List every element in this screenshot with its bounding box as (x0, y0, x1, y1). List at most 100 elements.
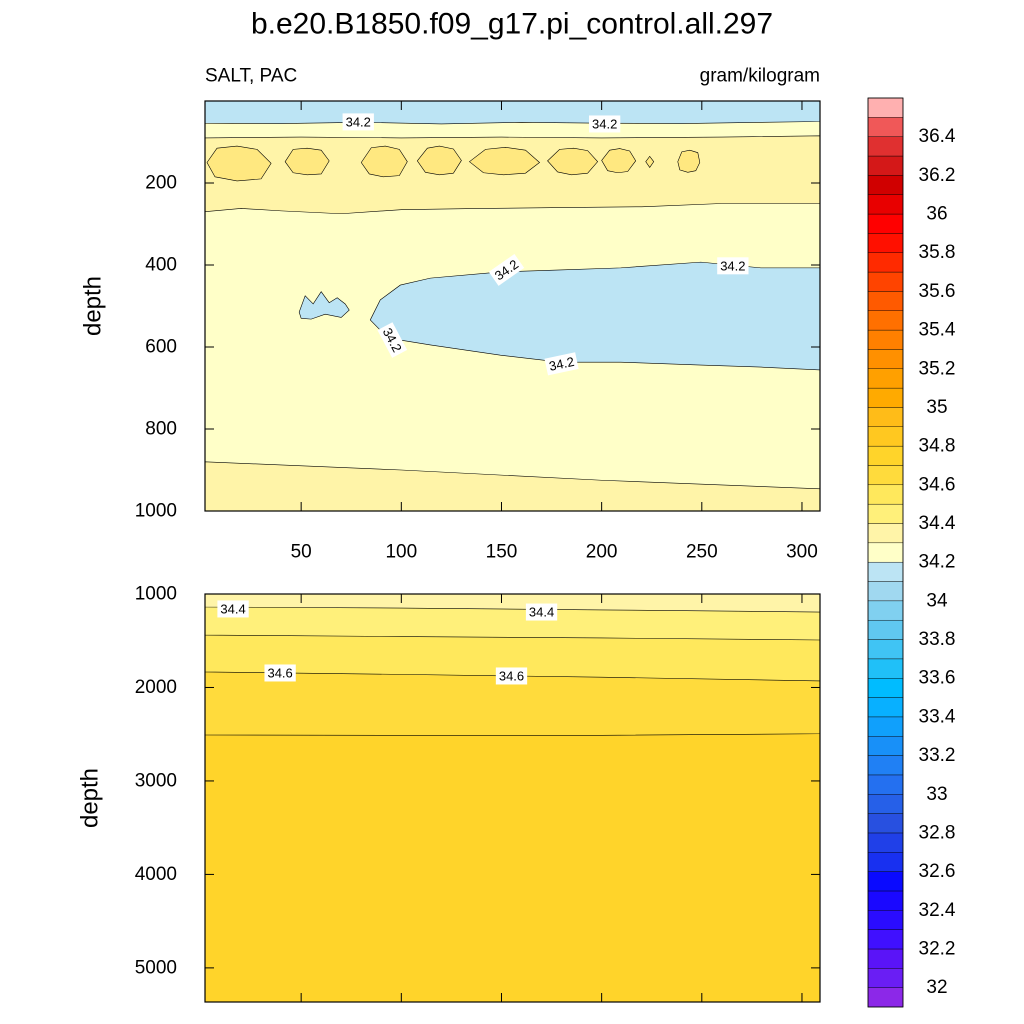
contour-label-box (217, 600, 249, 618)
contour-label: 34.2 (588, 115, 621, 133)
contour-label-box (588, 115, 621, 133)
x-tick-label: 150 (486, 542, 518, 563)
colorbar-box (867, 407, 904, 427)
colorbar-box (867, 794, 904, 814)
contour-label-box (525, 603, 558, 621)
contour-label-text: 34.2 (720, 258, 745, 273)
contour-region (645, 155, 655, 168)
colorbar-label: 32 (926, 977, 947, 998)
colorbar-label: 33.4 (919, 706, 956, 727)
contour-region (416, 145, 462, 176)
colorbar-label: 34.2 (919, 552, 956, 573)
contour-region (547, 147, 599, 176)
colorbar-label: 34.8 (919, 436, 956, 457)
contour-region (601, 148, 637, 174)
right-label: gram/kilogram (700, 66, 820, 87)
colorbar-box (867, 136, 904, 157)
colorbar-label: 36.2 (919, 165, 956, 186)
colorbar-label: 32.8 (919, 822, 956, 843)
contour-label-text: 34.4 (529, 605, 554, 620)
contour-label-text: 34.2 (346, 114, 371, 129)
colorbar-box (867, 523, 904, 544)
colorbar-box (867, 987, 904, 1008)
colorbar-box (867, 581, 904, 602)
colorbar-box (867, 426, 904, 447)
colorbar-label: 34.6 (919, 474, 956, 495)
contour-label: 34.4 (525, 603, 558, 621)
colorbar-box (867, 968, 904, 988)
y-tick-label: 600 (145, 337, 177, 358)
colorbar-box (867, 697, 904, 718)
contour-label-text: 34.6 (267, 665, 292, 680)
contour-label-box (717, 257, 749, 275)
colorbar-label: 36.4 (919, 126, 956, 147)
contour-label: 34.2 (342, 113, 374, 131)
colorbar-box (867, 291, 904, 311)
x-tick-label: 100 (385, 542, 417, 563)
contour-label: 34.6 (264, 664, 296, 682)
colorbar-label: 35.6 (919, 281, 956, 302)
colorbar-box (867, 755, 904, 776)
contour-label: 34.2 (488, 253, 525, 286)
contour-label-text: 34.2 (548, 354, 576, 374)
contour-label: 34.6 (495, 667, 528, 685)
colorbar-box (867, 542, 904, 563)
contour-label: 34.4 (217, 600, 249, 618)
colorbar-label: 32.2 (919, 938, 956, 959)
contour-label-box (264, 664, 296, 682)
colorbar-box (867, 890, 904, 911)
colorbar-box (867, 252, 904, 273)
colorbar-label: 32.4 (919, 900, 956, 921)
colorbar-label: 35.4 (919, 320, 956, 341)
colorbar-box (867, 948, 904, 969)
colorbar-box (867, 639, 904, 660)
y-tick-label: 4000 (135, 864, 177, 885)
contour-region (205, 594, 820, 613)
contour-label: 34.2 (544, 352, 579, 376)
colorbar-box (867, 233, 904, 253)
contour-region (206, 145, 272, 182)
contour-label: 34.2 (717, 257, 749, 275)
colorbar-label: 35.8 (919, 242, 956, 263)
contour-label-box (342, 113, 374, 131)
y-tick-label: 5000 (135, 957, 177, 978)
colorbar-box (867, 194, 904, 215)
colorbar-box (867, 387, 904, 408)
x-tick-label: 300 (786, 542, 818, 563)
contour-region (677, 149, 701, 173)
contour-region (205, 101, 820, 125)
colorbar-box (867, 155, 904, 176)
colorbar-box (867, 271, 904, 292)
colorbar-box (867, 871, 904, 892)
contour-region (468, 147, 541, 176)
colorbar-label: 33.2 (919, 745, 956, 766)
colorbar-box (867, 813, 904, 834)
colorbar-box (867, 910, 904, 930)
y-tick-label: 400 (145, 255, 177, 276)
contour-label-text: 34.4 (220, 601, 245, 616)
x-tick-label: 200 (586, 542, 618, 563)
y-axis-label: depth (80, 276, 107, 336)
colorbar-box (867, 175, 904, 195)
plot-area (205, 594, 820, 1002)
colorbar-box (867, 484, 904, 505)
colorbar-box (867, 852, 904, 872)
colorbar-label: 34.4 (919, 513, 956, 534)
left-label: SALT, PAC (205, 66, 297, 87)
colorbar-box (867, 774, 904, 795)
x-tick-label: 250 (686, 542, 718, 563)
contour-label-text: 34.2 (592, 116, 617, 131)
y-tick-label: 800 (145, 419, 177, 440)
contour-label-text: 34.6 (499, 668, 524, 683)
y-axis-label: depth (77, 768, 104, 828)
contour-label-box (488, 253, 525, 286)
colorbar-label: 36 (926, 204, 947, 225)
colorbar-box (867, 368, 904, 389)
colorbar-box (867, 97, 904, 118)
colorbar-label: 35 (926, 397, 947, 418)
y-tick-label: 1000 (135, 501, 177, 522)
colorbar-box (867, 658, 904, 679)
contour-region (284, 147, 330, 176)
contour-region (298, 291, 350, 320)
